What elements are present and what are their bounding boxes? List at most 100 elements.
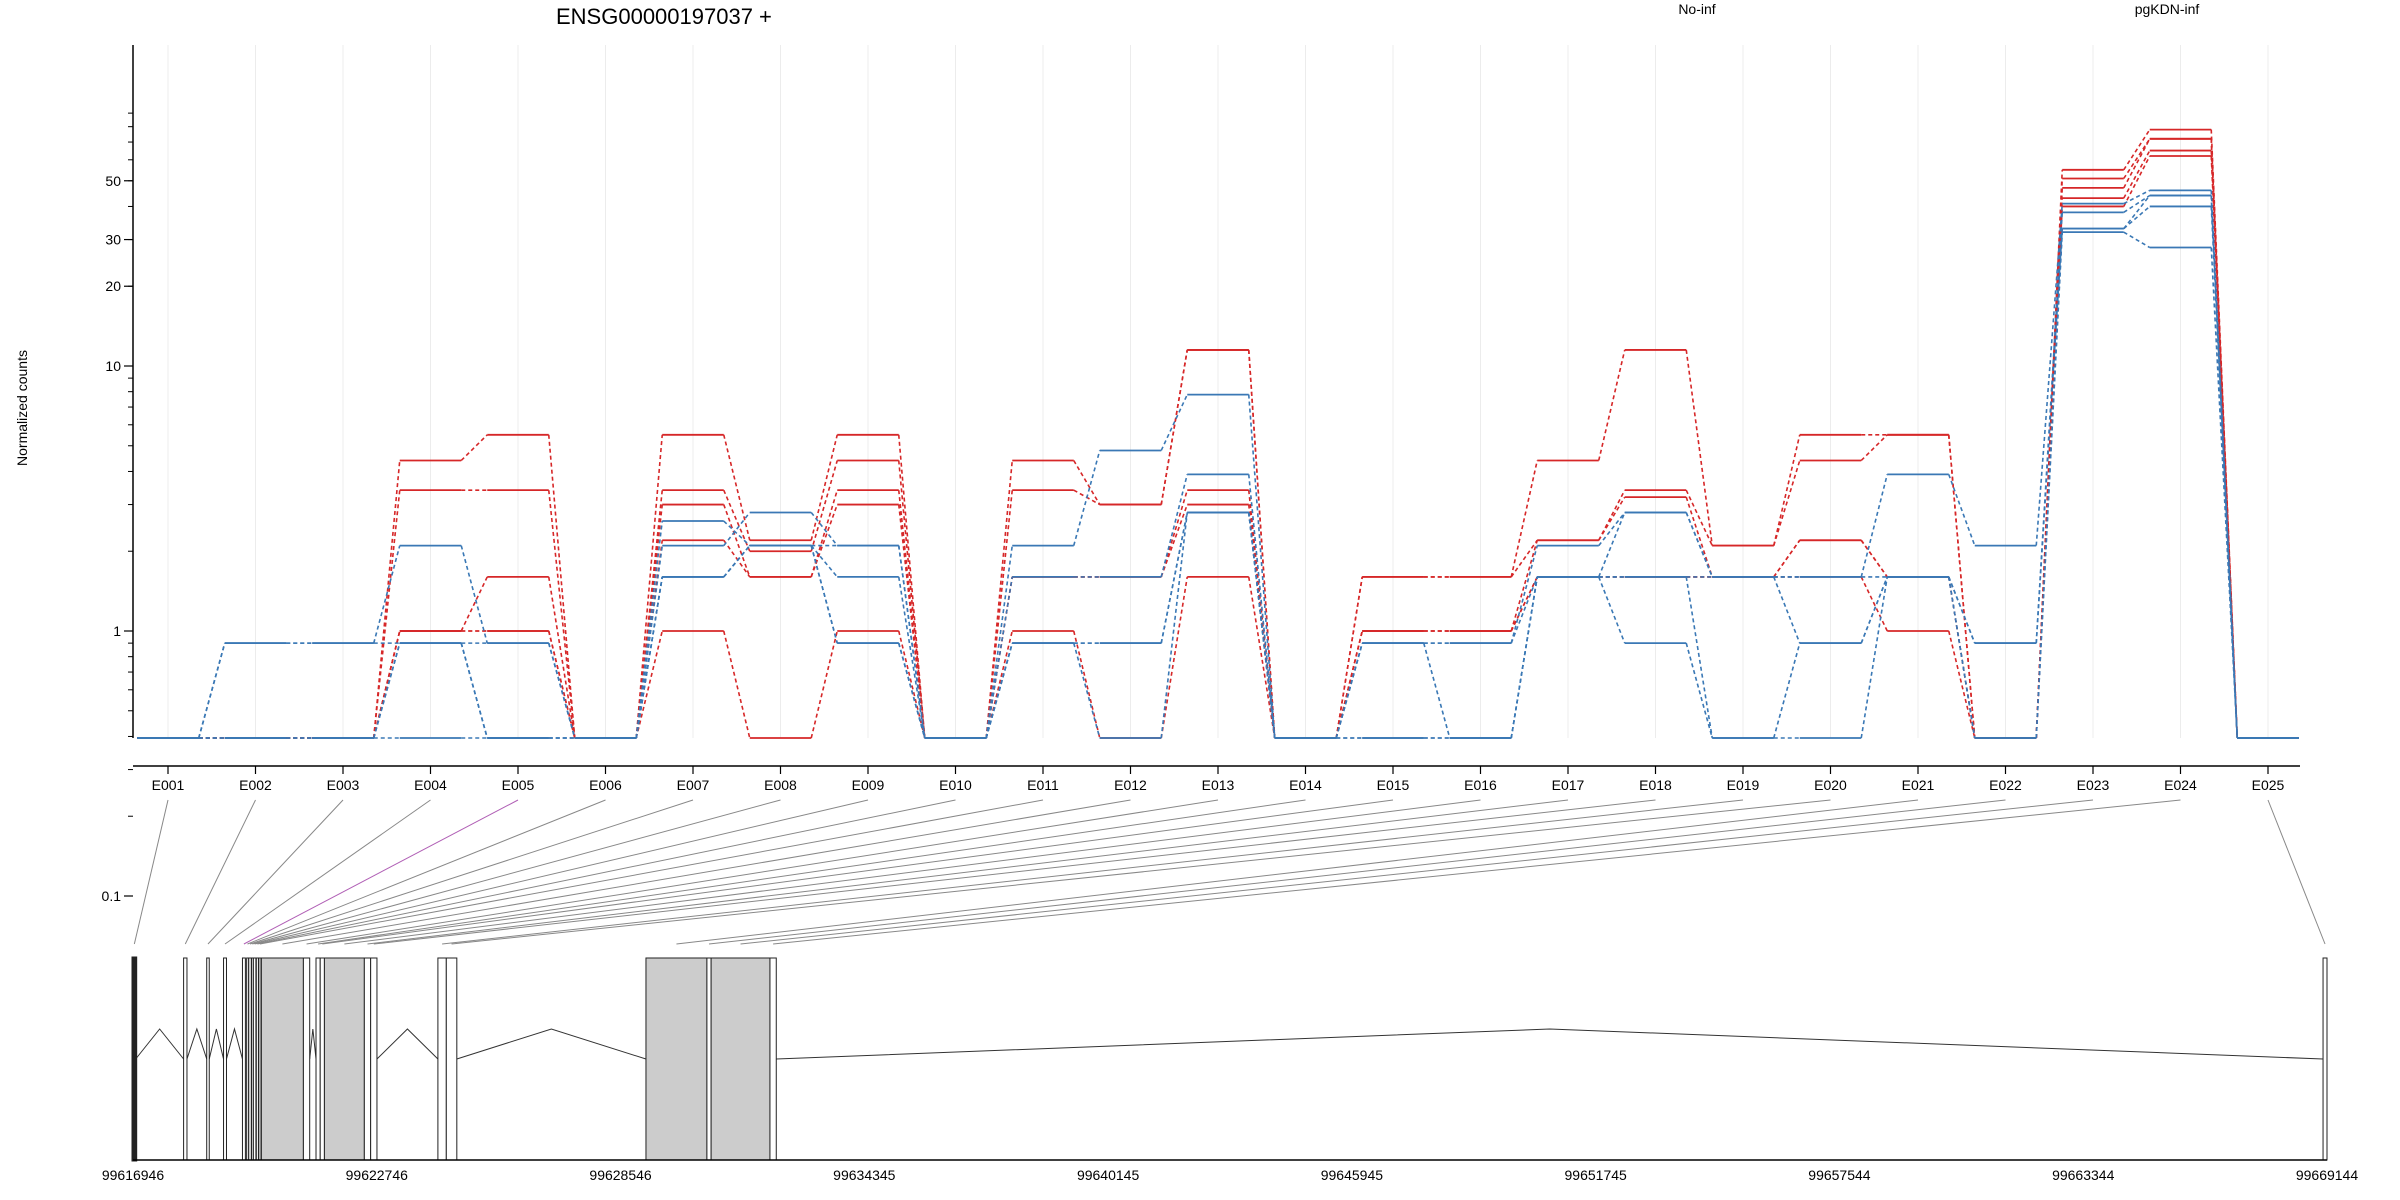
- exon-box: [241, 957, 246, 1161]
- series-connector: [2123, 129, 2151, 171]
- genomic-tick-label: 99634345: [833, 1167, 896, 1183]
- series-connector: [2123, 138, 2151, 189]
- series-connector: [723, 539, 751, 578]
- series-connector: [897, 576, 926, 739]
- series-connector: [372, 545, 401, 644]
- series-connector: [1598, 576, 1626, 644]
- exon-connector: [322, 799, 1394, 945]
- genomic-tick-label: 99669144: [2296, 1167, 2359, 1183]
- series-connector: [1247, 512, 1276, 739]
- series-connector: [1247, 349, 1276, 739]
- series-connector: [1597, 349, 1626, 461]
- x-tick-label: E019: [1727, 777, 1760, 793]
- exon-connector: [249, 799, 694, 945]
- series-connector: [722, 504, 751, 578]
- series-connector: [2035, 203, 2064, 546]
- x-tick-label: E005: [502, 777, 535, 793]
- x-tick-label: E022: [1989, 777, 2022, 793]
- exon-connector: [247, 799, 606, 945]
- series-connector: [1685, 576, 1714, 739]
- series-connector: [460, 642, 489, 739]
- exon-connector: [224, 799, 431, 945]
- series-connector: [2123, 138, 2151, 179]
- gridlines: [167, 45, 2269, 738]
- x-tick-label: E011: [1027, 777, 1059, 793]
- series-connector: [1860, 576, 1888, 632]
- x-tick-label: E018: [1639, 777, 1672, 793]
- exon-box: [2322, 957, 2328, 1161]
- series-connector: [1773, 539, 1801, 578]
- x-tick-label: E009: [852, 777, 885, 793]
- series-connector: [985, 460, 1014, 739]
- x-tick-label: E010: [939, 777, 972, 793]
- genomic-tick-label: 99645945: [1321, 1167, 1384, 1183]
- intron-line: [776, 1028, 2324, 1060]
- exon-box: [260, 957, 304, 1161]
- series-connector: [1598, 512, 1626, 578]
- exon-box: [183, 957, 188, 1161]
- intron-line: [208, 1028, 225, 1060]
- y-tick-label: 50: [105, 173, 121, 189]
- series-line: [137, 231, 2299, 739]
- series-connector: [372, 460, 401, 739]
- intron-line: [309, 1028, 317, 1060]
- series-connector: [1772, 460, 1801, 546]
- x-tick-label: E006: [589, 777, 622, 793]
- x-tick-label: E013: [1202, 777, 1235, 793]
- series-connector: [1773, 576, 1801, 644]
- exon-connector: [442, 799, 1744, 945]
- series-connector: [1072, 630, 1101, 739]
- series-connector: [2035, 228, 2064, 644]
- series-lines: [137, 128, 2299, 739]
- y-axis-label: Normalized counts: [14, 350, 30, 466]
- exon-connector: [318, 799, 1306, 945]
- series-connector: [1685, 512, 1713, 578]
- series-connector: [1860, 474, 1889, 578]
- series-connector: [1072, 450, 1101, 546]
- series-connector: [635, 545, 664, 739]
- series-connector: [1772, 642, 1801, 739]
- series-connector: [1160, 349, 1189, 505]
- series-connector: [2123, 155, 2151, 207]
- series-line: [137, 189, 2299, 739]
- series-connector: [2123, 194, 2151, 230]
- exon-box: [710, 957, 771, 1161]
- exon-connector: [257, 799, 956, 945]
- exon-box: [206, 957, 210, 1161]
- exon-connector: [184, 799, 256, 945]
- series-connector: [547, 642, 576, 739]
- series-connector: [1860, 576, 1888, 644]
- genomic-tick-label: 99640145: [1077, 1167, 1140, 1183]
- exon-box: [445, 957, 458, 1161]
- y-tick-label: 0.1: [102, 888, 122, 904]
- series-connector: [810, 545, 839, 644]
- series-connector: [985, 642, 1014, 739]
- exon-box: [248, 957, 252, 1161]
- series-connector: [635, 520, 664, 739]
- exon-box: [363, 957, 372, 1161]
- exon-connector: [254, 799, 869, 945]
- series-connector: [897, 460, 926, 739]
- genomic-tick-label: 99651745: [1565, 1167, 1628, 1183]
- legend-no-inf: No-inf: [1678, 1, 1715, 17]
- gene-model: [131, 956, 2328, 1162]
- series-connector: [897, 434, 926, 739]
- exon-box: [645, 957, 708, 1161]
- series-connector: [897, 630, 926, 739]
- exon-connector: [373, 799, 1656, 945]
- series-connector: [2210, 247, 2239, 739]
- series-connector: [2123, 205, 2151, 230]
- intron-line: [456, 1028, 647, 1060]
- x-tick-label: E015: [1377, 777, 1410, 793]
- x-tick-label: E017: [1552, 777, 1585, 793]
- series-connector: [897, 642, 926, 739]
- exon-connector: [451, 799, 1831, 945]
- series-connector: [1422, 642, 1451, 739]
- genomic-tick-label: 99622746: [346, 1167, 409, 1183]
- series-connector: [1510, 540, 1539, 632]
- series-connector: [810, 630, 839, 739]
- exon-connector: [306, 799, 1219, 945]
- series-connector: [1947, 474, 1976, 546]
- series-connector: [1160, 474, 1189, 578]
- series-connector: [985, 630, 1014, 739]
